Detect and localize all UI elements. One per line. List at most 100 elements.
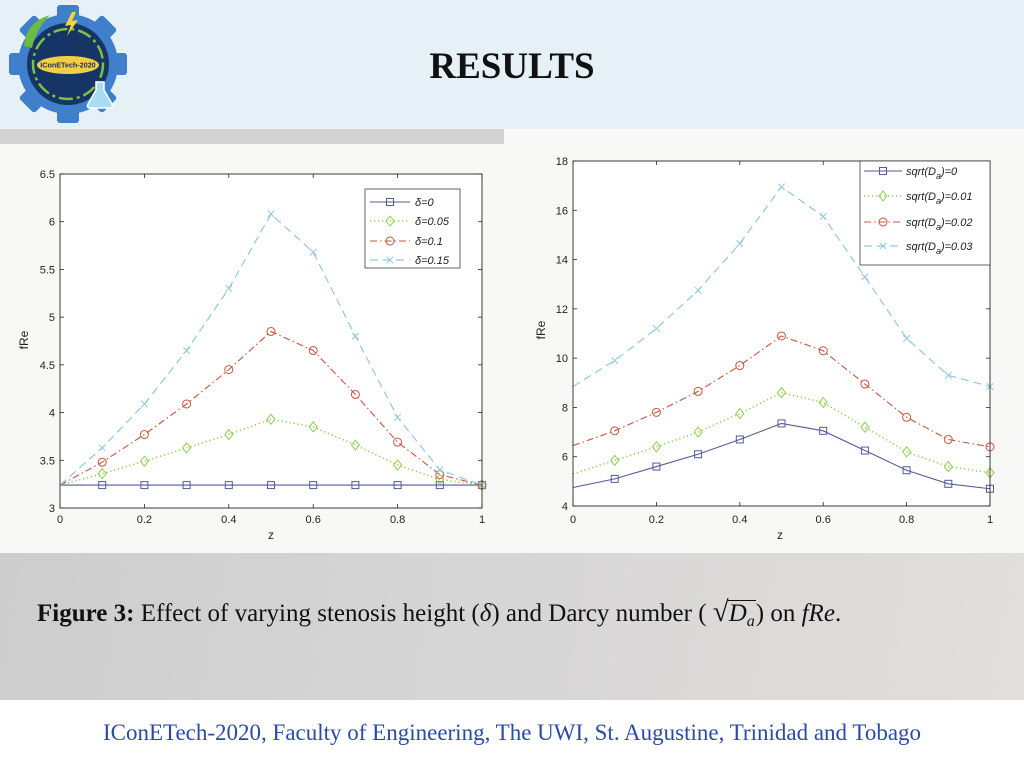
caption-darcy-subscript: a	[746, 613, 755, 630]
legend: sqrt(Da)=0sqrt(Da)=0.01sqrt(Da)=0.02sqrt…	[859, 160, 991, 266]
y-tick-label: 4.5	[40, 360, 55, 372]
caption-period: .	[834, 600, 842, 627]
data-point-marker	[309, 481, 318, 490]
data-point-marker	[309, 248, 317, 256]
caption-text: Effect of varying stenosis height (	[140, 600, 480, 627]
stenosis-height-chart: 0 0.2 0.4 0.6 0.8 133.544.555.566.5zfReδ=0δ=0…	[17, 169, 487, 542]
data-point-marker	[777, 419, 786, 428]
data-point-marker	[435, 470, 445, 480]
logo-text: IConETech-2020	[40, 61, 95, 70]
caption-fre: fRe	[801, 600, 835, 627]
legend-marker	[386, 198, 394, 206]
legend-marker	[879, 167, 887, 175]
legend-label: δ=0.05	[415, 216, 450, 228]
flask-icon	[86, 81, 114, 109]
y-tick-label: 4	[49, 408, 55, 420]
data-point-marker	[944, 371, 952, 380]
legend-label-subscript: a	[936, 246, 941, 256]
y-tick-label: 16	[556, 205, 568, 217]
data-point-marker	[97, 457, 107, 467]
legend-label: δ=0.1	[415, 236, 443, 248]
data-point-marker	[736, 239, 744, 248]
x-tick-label: 1	[479, 514, 485, 526]
legend-label-text: sqrt(D	[906, 217, 936, 229]
data-point-marker	[735, 361, 745, 371]
x-tick-label: 0	[570, 514, 576, 526]
data-point-marker	[267, 481, 275, 490]
data-point-marker	[139, 455, 150, 468]
legend-marker	[386, 256, 394, 264]
data-point-marker	[943, 460, 953, 473]
data-point-marker	[224, 365, 234, 375]
legend-label-text: )=0.01	[939, 191, 973, 203]
legend-label: δ=0.15	[415, 255, 450, 267]
y-tick-label: 14	[556, 255, 568, 267]
y-tick-label: 8	[562, 402, 568, 414]
data-point-marker	[181, 442, 192, 454]
x-axis-title: z	[777, 528, 783, 542]
y-tick-label: 6	[49, 217, 55, 229]
data-point-marker	[902, 412, 912, 422]
y-axis-title: fRe	[17, 330, 31, 349]
data-point-marker	[393, 481, 402, 490]
data-point-marker	[436, 466, 444, 474]
x-tick-label: 0.6	[306, 514, 321, 526]
legend-label-subscript: a	[936, 171, 941, 181]
data-point-marker	[393, 437, 403, 447]
data-point-marker	[225, 284, 233, 293]
slide-header: IConETech-2020 RESULTS	[0, 0, 1024, 129]
data-point-marker	[351, 481, 360, 490]
y-tick-label: 6	[562, 452, 568, 464]
data-point-marker	[819, 212, 827, 221]
series-line	[59, 418, 483, 486]
data-point-marker	[902, 334, 911, 343]
data-point-marker	[97, 467, 107, 480]
data-point-marker	[818, 396, 828, 409]
data-point-marker	[140, 481, 149, 490]
x-axis-title: z	[268, 528, 274, 542]
data-point-marker	[98, 444, 106, 452]
x-tick-label: 0.4	[732, 514, 747, 526]
legend-label: δ=0	[415, 197, 435, 209]
data-point-marker	[350, 439, 361, 451]
y-tick-label: 5.5	[40, 264, 55, 276]
data-point-marker	[392, 459, 403, 471]
data-point-marker	[393, 413, 402, 421]
data-point-marker	[267, 210, 275, 218]
legend-label-subscript: a	[936, 222, 941, 232]
data-point-marker	[902, 466, 911, 475]
legend-label-text: sqrt(D	[906, 191, 936, 203]
y-tick-label: 6.5	[40, 169, 55, 181]
figure-caption: Figure 3: Effect of varying stenosis hei…	[37, 594, 841, 632]
data-point-marker	[776, 386, 787, 399]
data-point-marker	[139, 430, 149, 440]
legend-label-subscript: a	[936, 196, 941, 206]
data-point-marker	[224, 481, 233, 490]
legend-marker	[878, 217, 888, 227]
y-tick-label: 4	[562, 501, 568, 513]
legend-marker	[879, 242, 887, 250]
series-line	[572, 422, 991, 490]
caption-label: Figure 3:	[37, 600, 135, 627]
data-point-marker	[694, 286, 702, 295]
data-point-marker	[777, 331, 786, 341]
y-tick-label: 5	[49, 312, 55, 324]
x-tick-label: 1	[987, 514, 993, 526]
header-divider	[0, 129, 504, 144]
y-tick-label: 3.5	[40, 455, 55, 467]
caption-text: ) on	[755, 600, 796, 627]
x-tick-label: 0.2	[137, 514, 152, 526]
data-point-marker	[351, 332, 360, 340]
y-tick-label: 10	[556, 353, 568, 365]
data-point-marker	[350, 389, 360, 399]
x-tick-label: 0.4	[221, 514, 236, 526]
data-point-marker	[610, 454, 620, 467]
legend-label: sqrt(Da)=0.01	[906, 191, 972, 206]
axes-frame	[572, 160, 991, 507]
legend-marker	[385, 236, 395, 246]
caption-radical-symbol: √	[712, 596, 729, 628]
legend-label: sqrt(Da)=0.02	[906, 217, 972, 232]
data-point-marker	[652, 462, 661, 471]
x-tick-label: 0.6	[816, 514, 831, 526]
caption-darcy-variable: D	[728, 600, 747, 627]
